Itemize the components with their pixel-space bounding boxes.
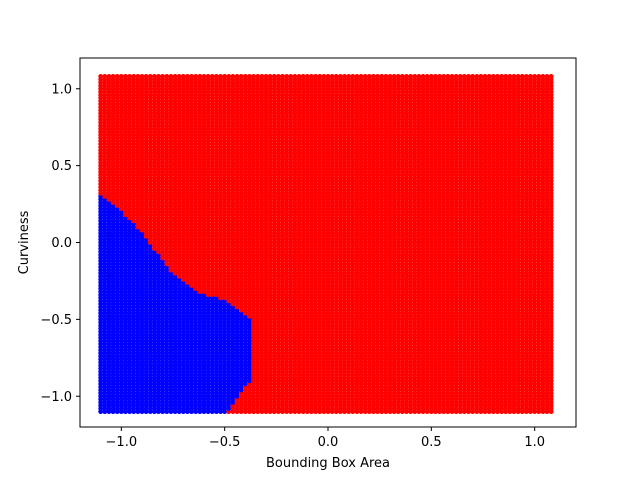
scatter-point (102, 74, 107, 79)
scatter-point (160, 74, 165, 79)
scatter-point (276, 74, 281, 79)
scatter-point (239, 74, 244, 79)
scatter-point (123, 74, 128, 79)
scatter-point (243, 74, 248, 79)
scatter-point (152, 74, 157, 79)
scatter-point (272, 74, 277, 79)
scatter-point (173, 74, 178, 79)
scatter-point (177, 74, 182, 79)
scatter-point (127, 74, 132, 79)
scatter-point (202, 74, 207, 79)
scatter-point (115, 74, 120, 79)
scatter-point (148, 74, 153, 79)
scatter-point (189, 74, 194, 79)
scatter-point (210, 74, 215, 79)
scatter-point (218, 74, 223, 79)
scatter-point (214, 74, 219, 79)
scatter-point (222, 74, 227, 79)
scatter-point (197, 74, 202, 79)
scatter-point (226, 74, 231, 79)
scatter-point (231, 74, 236, 79)
scatter-point (251, 74, 256, 79)
scatter-point (107, 74, 112, 79)
scatter-point (169, 74, 174, 79)
scatter-point (119, 74, 124, 79)
scatter-point (156, 74, 161, 79)
scatter-point (206, 74, 211, 79)
scatter-point (280, 74, 285, 79)
scatter-point (255, 74, 260, 79)
scatter-point (235, 74, 240, 79)
scatter-point (264, 74, 269, 79)
scatter-points (98, 74, 553, 414)
scatter-point (164, 74, 169, 79)
scatter-point (181, 74, 186, 79)
scatter-point (98, 74, 103, 79)
scatter-point (140, 74, 145, 79)
scatter-point (144, 74, 149, 79)
scatter-point (111, 74, 116, 79)
scatter-point (268, 74, 273, 79)
scatter-point (259, 74, 264, 79)
scatter-point (185, 74, 190, 79)
scatter-point (135, 74, 140, 79)
scatter-point (247, 74, 252, 79)
scatter-point (193, 74, 198, 79)
scatter-point (131, 74, 136, 79)
